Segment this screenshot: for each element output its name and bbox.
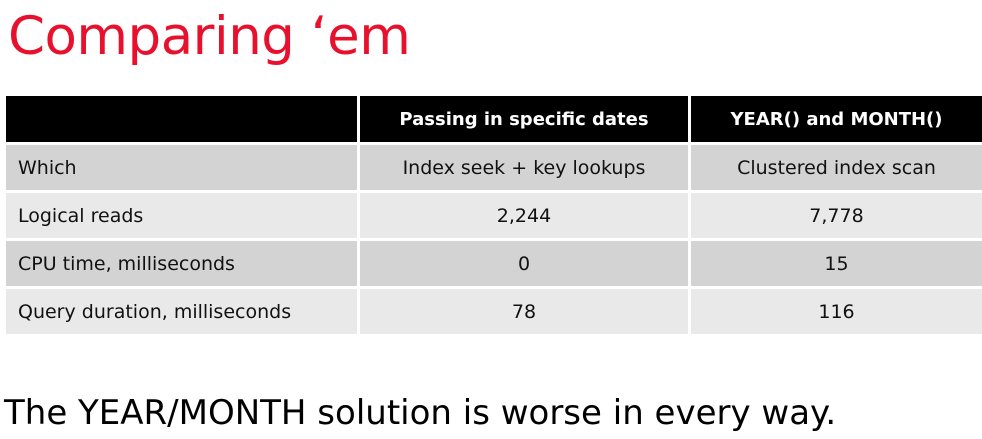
row-label-query-duration: Query duration, milliseconds (3, 286, 360, 337)
cell-specific-dates-cpu-time: 0 (357, 238, 691, 289)
cell-specific-dates-query-duration: 78 (357, 286, 691, 337)
header-cell-year-month: YEAR() and MONTH() (688, 93, 982, 145)
cell-year-month-logical-reads: 7,778 (688, 190, 982, 241)
table-row: CPU time, milliseconds 0 15 (3, 238, 982, 289)
table-row: Logical reads 2,244 7,778 (3, 190, 982, 241)
row-label-cpu-time: CPU time, milliseconds (3, 238, 360, 289)
row-label-logical-reads: Logical reads (3, 190, 360, 241)
table-row: Which Index seek + key lookups Clustered… (3, 142, 982, 193)
cell-specific-dates-which: Index seek + key lookups (357, 142, 691, 193)
header-cell-blank (3, 93, 360, 145)
slide-title: Comparing ‘em (8, 6, 411, 67)
table-row: Query duration, milliseconds 78 116 (3, 286, 982, 337)
comparison-table: Passing in specific dates YEAR() and MON… (3, 93, 982, 337)
cell-year-month-query-duration: 116 (688, 286, 982, 337)
table-header-row: Passing in specific dates YEAR() and MON… (3, 93, 982, 145)
cell-specific-dates-logical-reads: 2,244 (357, 190, 691, 241)
cell-year-month-which: Clustered index scan (688, 142, 982, 193)
row-label-which: Which (3, 142, 360, 193)
header-cell-specific-dates: Passing in specific dates (357, 93, 691, 145)
cell-year-month-cpu-time: 15 (688, 238, 982, 289)
conclusion-text: The YEAR/MONTH solution is worse in ever… (4, 393, 837, 433)
